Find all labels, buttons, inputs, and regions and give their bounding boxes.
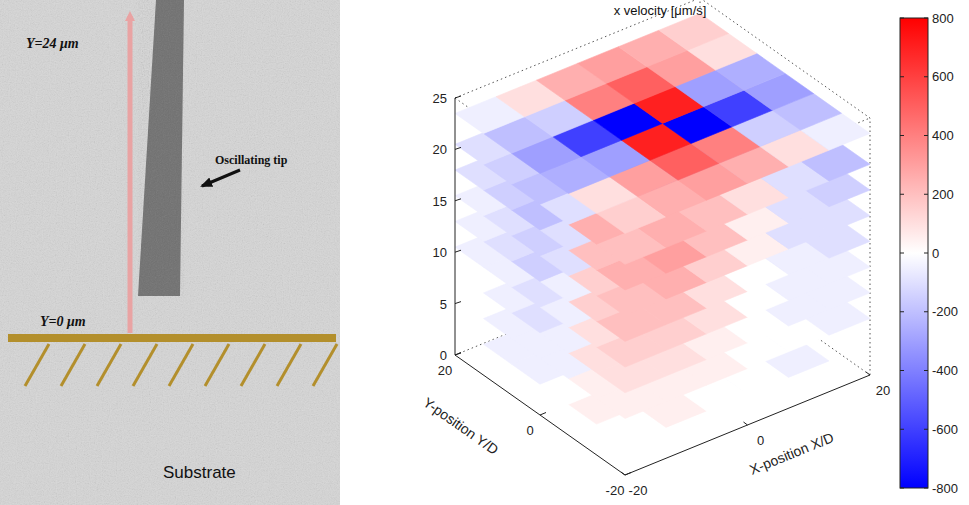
x-tick-label: -20 — [629, 483, 648, 498]
colorbar-tick-label: -600 — [932, 422, 958, 437]
x-axis-title: X-position X/D — [747, 429, 836, 478]
background-texture — [0, 0, 340, 505]
x-tick — [866, 372, 870, 375]
label-tip: Oscillating tip — [215, 153, 288, 167]
z-tick — [455, 353, 461, 355]
colorbar-tick — [924, 370, 928, 371]
colorbar-tick-label: -800 — [932, 481, 958, 496]
colorbar: -800 -600 -400 -200 0 200 400 600 800 — [900, 11, 958, 496]
background — [0, 0, 340, 505]
slice — [455, 44, 870, 264]
x-tick-label: 0 — [757, 433, 764, 448]
colorbar-tick-label: -200 — [932, 304, 958, 319]
z-tick-label: 0 — [440, 348, 447, 363]
colorbar-tick-label: 200 — [932, 187, 954, 202]
colorbar-tick-label: 800 — [932, 11, 954, 26]
x-tick — [744, 422, 748, 425]
slice — [455, 13, 870, 233]
label-top: Y=24 μm — [26, 36, 79, 51]
z-tick-label: 20 — [433, 142, 447, 157]
slice-chart: 0510152025-20020-20020X-position X/DY-po… — [420, 0, 958, 498]
colorbar-tick — [900, 311, 904, 312]
slice — [455, 96, 870, 316]
oscillating-tip — [138, 0, 184, 296]
colorbar-tick — [900, 253, 904, 254]
hatch — [97, 344, 121, 386]
colorbar-tick — [900, 429, 904, 430]
colorbar-tick-label: 600 — [932, 69, 954, 84]
colorbar-tick — [924, 76, 928, 77]
colorbar-tick-label: 0 — [932, 246, 939, 261]
z-axis-line — [455, 98, 456, 355]
z-tick-label: 15 — [433, 194, 447, 209]
y-tick — [455, 353, 461, 356]
figure: Y=24 μm Y=0 μm Oscillating tip Substrate 0 5 1… — [0, 0, 969, 505]
slice-cell — [659, 13, 729, 50]
colorbar-tick — [924, 194, 928, 195]
hatch — [241, 344, 265, 386]
z-tick — [455, 147, 461, 149]
y-tick — [625, 473, 631, 476]
slices — [455, 13, 870, 436]
colorbar-tick-label: 400 — [932, 128, 954, 143]
z-tick-label: 10 — [433, 245, 447, 260]
colorbar-tick — [924, 429, 928, 430]
box-edge — [870, 118, 871, 375]
x-axis-line — [625, 375, 870, 475]
colorbar-tick — [924, 253, 928, 254]
schematic: Y=24 μm Y=0 μm Oscillating tip Substrate — [0, 0, 340, 505]
x-tick — [621, 472, 625, 475]
slice — [455, 121, 870, 341]
hatch — [169, 344, 193, 386]
colorbar-tick — [924, 135, 928, 136]
tip-pointer — [202, 170, 240, 186]
hatch — [61, 344, 85, 386]
z-tick — [455, 199, 461, 201]
x-tick-label: 20 — [876, 383, 890, 398]
colorbar-tick — [900, 18, 904, 19]
colorbar-tick — [900, 488, 904, 489]
substrate-surface — [8, 334, 336, 342]
colorbar-tick — [900, 370, 904, 371]
hatch — [133, 344, 157, 386]
y-tick — [540, 413, 546, 416]
chart-title: x velocity [μm/s] — [614, 3, 707, 18]
hatch — [313, 344, 337, 386]
hatch — [277, 344, 301, 386]
slice — [455, 70, 870, 290]
label-bottom: Y=0 μm — [40, 314, 86, 329]
height-arrow — [128, 16, 133, 333]
label-substrate: Substrate — [163, 463, 236, 482]
y-tick-label: 0 — [526, 423, 533, 438]
axes-box — [455, 0, 870, 375]
y-axis-line — [455, 355, 625, 475]
y-tick-label: 20 — [438, 363, 452, 378]
colorbar-tick — [900, 194, 904, 195]
tip-texture — [138, 0, 184, 296]
z-tick — [455, 96, 461, 98]
z-tick-label: 25 — [433, 91, 447, 106]
hatch — [205, 344, 229, 386]
z-tick-label: 5 — [440, 297, 447, 312]
colorbar-tick — [924, 18, 928, 19]
colorbar-scale — [900, 18, 928, 488]
y-tick-label: -20 — [606, 483, 625, 498]
slice — [484, 190, 871, 393]
slice — [455, 147, 870, 367]
colorbar-tick — [900, 135, 904, 136]
colorbar-tick — [900, 76, 904, 77]
z-tick — [455, 250, 461, 252]
colorbar-tick — [924, 311, 928, 312]
colorbar-tick — [924, 488, 928, 489]
hatch — [25, 344, 49, 386]
z-tick — [455, 302, 461, 304]
axes: 0510152025-20020-20020X-position X/DY-po… — [420, 91, 890, 498]
colorbar-tick-label: -400 — [932, 363, 958, 378]
y-axis-title: Y-position Y/D — [420, 394, 501, 458]
slice — [484, 215, 871, 418]
